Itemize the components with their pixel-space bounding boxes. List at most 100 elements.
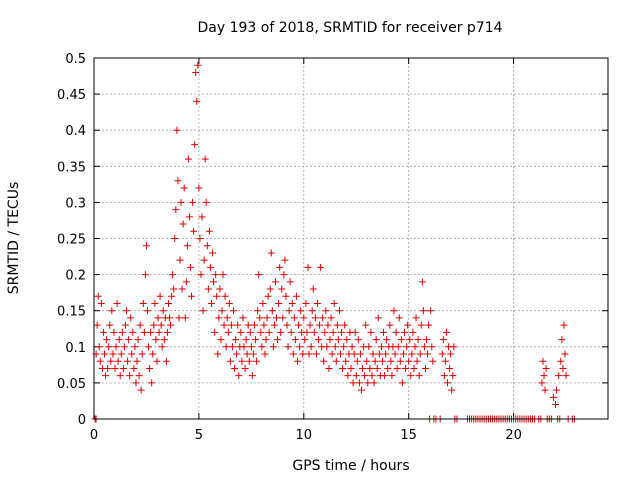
data-point [106,321,114,329]
data-point [348,343,356,351]
data-point [335,307,343,315]
data-point [331,343,339,351]
data-point [553,386,561,394]
data-point [241,364,249,372]
data-point [137,386,145,394]
data-point [309,285,317,293]
data-point [361,372,369,380]
data-point [555,372,563,380]
data-point [413,357,421,365]
data-point [279,314,287,322]
data-point [245,357,253,365]
data-point [330,299,338,307]
data-point [177,198,185,206]
data-point [220,321,228,329]
data-point [110,328,118,336]
data-point [394,343,402,351]
data-point [282,292,290,300]
data-point [267,249,275,257]
data-point [204,285,212,293]
data-point [187,263,195,271]
data-point [410,364,418,372]
data-point [242,336,250,344]
data-point [250,321,258,329]
data-point [294,357,302,365]
data-point [440,372,448,380]
data-point [418,278,426,286]
data-point [206,263,214,271]
data-point [313,299,321,307]
data-point [133,357,141,365]
data-point [100,350,108,358]
data-point [148,379,156,387]
data-point [321,328,329,336]
data-point [281,256,289,264]
data-point [184,155,192,163]
data-point [414,336,422,344]
data-point [258,343,266,351]
data-point [232,336,240,344]
data-point [371,357,379,365]
data-point [549,393,557,401]
data-point [302,299,310,307]
data-point [446,364,454,372]
data-point [154,314,162,322]
data-point [310,328,318,336]
data-point [269,343,277,351]
data-point [191,141,199,149]
data-point [415,372,423,380]
data-point [189,198,197,206]
data-point [105,343,113,351]
data-point [138,350,146,358]
data-point [409,328,417,336]
data-point [362,321,370,329]
data-point [93,321,101,329]
data-point [419,307,427,315]
y-tick-label: 0.45 [57,88,86,103]
data-point [404,321,412,329]
data-point [558,336,566,344]
data-point [274,336,282,344]
data-point [143,307,151,315]
data-point [290,314,298,322]
data-point [142,242,150,250]
data-point [127,314,135,322]
data-point [126,372,134,380]
data-point [406,336,414,344]
data-point [234,321,242,329]
data-point [170,285,178,293]
data-point [198,213,206,221]
data-point [276,263,284,271]
data-point [328,350,336,358]
data-point [128,350,136,358]
data-point [163,328,171,336]
data-point [338,328,346,336]
data-point [134,336,142,344]
data-point [363,357,371,365]
data-point [136,321,144,329]
data-point [216,285,224,293]
data-point [169,271,177,279]
data-point [552,401,560,409]
data-point [94,292,102,300]
data-point [429,357,437,365]
data-point [364,379,372,387]
data-point [114,357,122,365]
data-point [342,357,350,365]
data-point [289,350,297,358]
data-point [344,372,352,380]
data-point [141,271,149,279]
data-point [349,379,357,387]
y-tick-label: 0.15 [57,305,86,320]
data-point [139,299,147,307]
plot-frame [93,57,609,420]
data-point [151,299,159,307]
data-point [408,350,416,358]
data-point [112,343,120,351]
data-point [373,364,381,372]
x-axis-label: GPS time / hours [292,458,409,474]
data-point [382,350,390,358]
chart-title: Day 193 of 2018, SRMTID for receiver p71… [197,20,502,36]
data-point [416,350,424,358]
data-point [301,336,309,344]
